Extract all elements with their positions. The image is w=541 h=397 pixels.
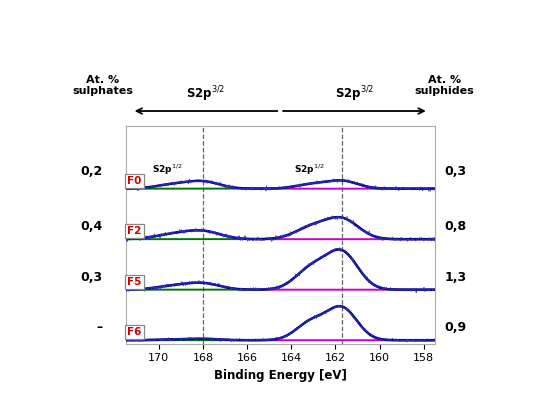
Text: At. %
sulphides: At. % sulphides	[414, 75, 474, 96]
Text: S2p$^{1/2}$: S2p$^{1/2}$	[294, 163, 324, 177]
Text: 0,2: 0,2	[80, 165, 102, 177]
Text: –: –	[96, 321, 102, 334]
Text: S2p$^{1/2}$: S2p$^{1/2}$	[152, 163, 183, 177]
Text: 1,3: 1,3	[444, 271, 466, 283]
Text: F0: F0	[127, 176, 142, 186]
Text: F5: F5	[127, 277, 142, 287]
Text: F2: F2	[127, 226, 142, 236]
Text: 0,3: 0,3	[80, 271, 102, 283]
Text: 0,3: 0,3	[444, 165, 466, 177]
Text: S2p$^{3/2}$: S2p$^{3/2}$	[335, 85, 374, 104]
Text: At. %
sulphates: At. % sulphates	[72, 75, 133, 96]
Text: 0,8: 0,8	[444, 220, 466, 233]
X-axis label: Binding Energy [eV]: Binding Energy [eV]	[214, 369, 347, 382]
Text: 0,9: 0,9	[444, 321, 466, 334]
Text: S2p$^{3/2}$: S2p$^{3/2}$	[186, 85, 226, 104]
Text: F6: F6	[127, 328, 142, 337]
Text: 0,4: 0,4	[80, 220, 102, 233]
